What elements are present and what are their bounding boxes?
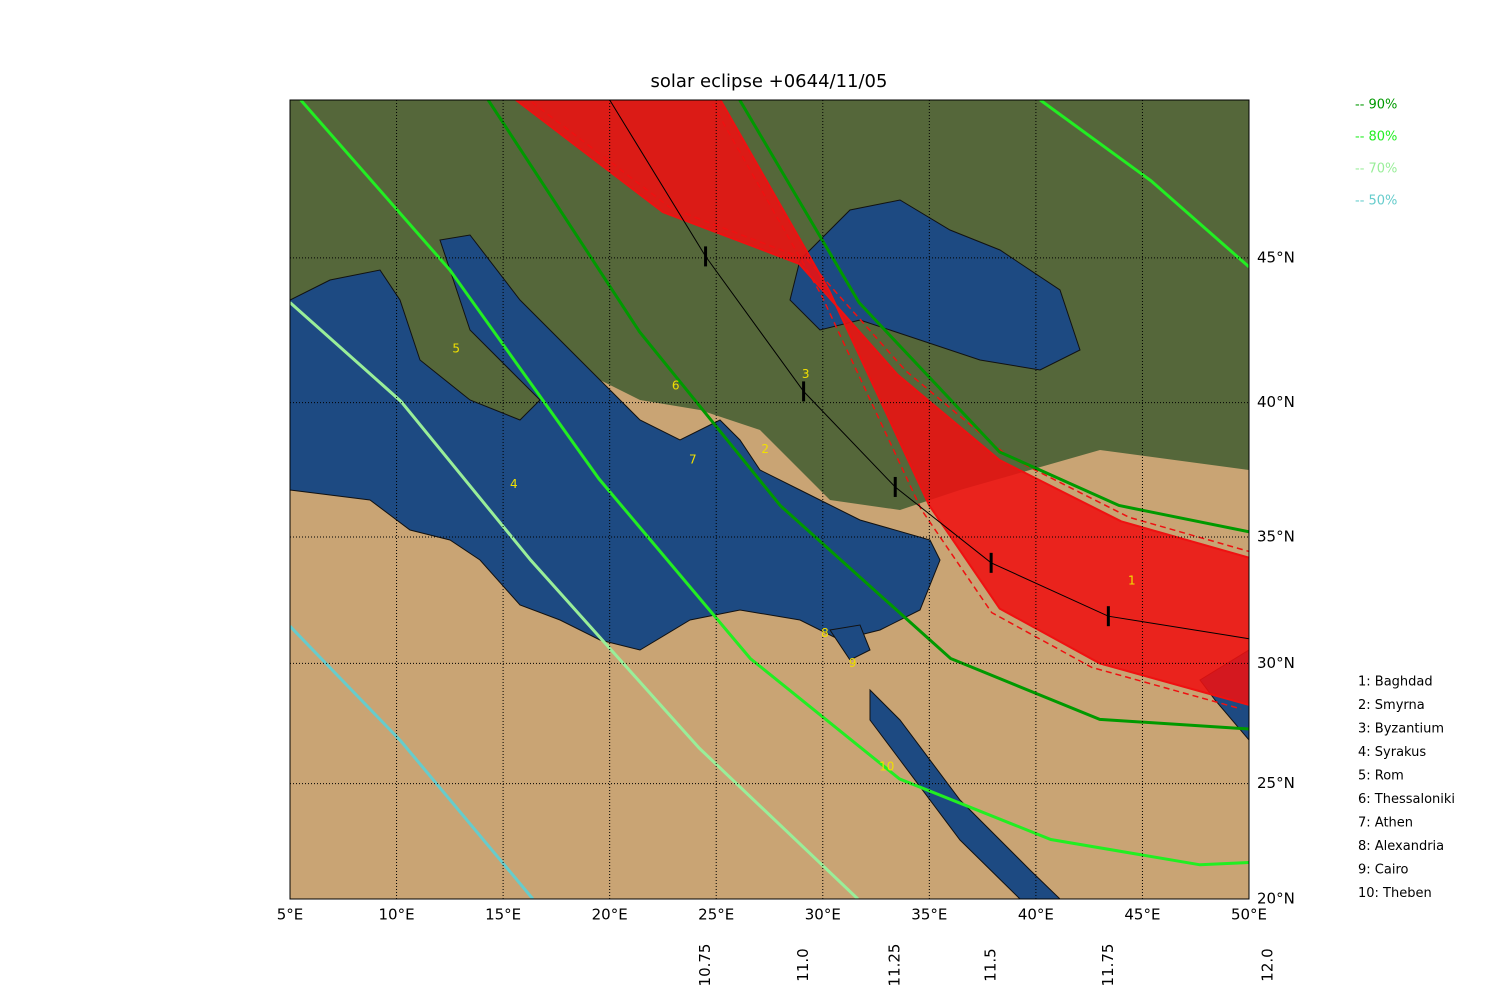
city-key-entry: 7: Athen bbox=[1358, 816, 1413, 831]
map-title: solar eclipse +0644/11/05 bbox=[651, 71, 888, 92]
time-tick-label: 11.25 bbox=[886, 944, 904, 987]
mediterranean bbox=[290, 234, 941, 651]
time-tick-label: 12.0 bbox=[1259, 948, 1277, 981]
magnitude-contour bbox=[486, 100, 1249, 731]
lat-tick-label: 30°N bbox=[1257, 654, 1295, 672]
annotations: -- 90% -- 80% -- 70% -- 50% 5°E 10°E 15°E 20°E 2… bbox=[277, 98, 1455, 987]
contour-legend-entry: -- 50% bbox=[1355, 194, 1397, 209]
nile-delta-lake bbox=[829, 624, 871, 661]
city-number: 10 bbox=[879, 760, 894, 774]
contour-legend-entry: -- 70% bbox=[1355, 162, 1397, 177]
lon-tick-label: 50°E bbox=[1231, 906, 1267, 924]
contour-legend-entry: -- 80% bbox=[1355, 130, 1397, 145]
city-number: 5 bbox=[452, 341, 460, 355]
lon-tick-label: 45°E bbox=[1124, 906, 1160, 924]
magnitude-contour bbox=[1039, 100, 1249, 269]
lon-tick-label: 5°E bbox=[277, 906, 304, 924]
northern-land bbox=[290, 100, 1249, 510]
city-number: 1 bbox=[1128, 573, 1136, 587]
magnitude-contour bbox=[290, 301, 859, 899]
map-layers: 1 2 3 4 5 6 7 8 9 10 bbox=[290, 100, 1249, 899]
lon-tick-label: 35°E bbox=[911, 906, 947, 924]
totality-edge bbox=[719, 100, 1249, 706]
totality-band bbox=[515, 100, 1249, 705]
magnitude-contour bbox=[290, 625, 535, 899]
totality-edge-dashed bbox=[527, 100, 1249, 553]
city-key-entry: 5: Rom bbox=[1358, 769, 1404, 784]
city-key-entry: 3: Byzantium bbox=[1358, 722, 1444, 737]
lon-tick-label: 30°E bbox=[805, 906, 841, 924]
city-key-entry: 6: Thessaloniki bbox=[1358, 792, 1455, 807]
city-number: 7 bbox=[689, 453, 697, 467]
lon-tick-label: 15°E bbox=[485, 906, 521, 924]
totality-edge-dashed bbox=[711, 103, 1242, 710]
city-number: 9 bbox=[849, 656, 857, 670]
lat-tick-label: 40°N bbox=[1257, 393, 1295, 411]
time-tick-label: 11.0 bbox=[794, 948, 812, 981]
time-tick-label: 11.75 bbox=[1099, 944, 1117, 987]
totality-edge bbox=[515, 100, 1249, 559]
contour-legend-entry: -- 90% bbox=[1355, 98, 1397, 113]
city-key-entry: 10: Theben bbox=[1358, 886, 1432, 901]
city-number: 2 bbox=[761, 442, 769, 456]
magnitude-contour bbox=[299, 100, 1249, 867]
city-key-entry: 9: Cairo bbox=[1358, 863, 1408, 878]
city-key-entry: 1: Baghdad bbox=[1358, 675, 1433, 690]
city-key-entry: 2: Smyrna bbox=[1358, 698, 1425, 713]
city-key-entry: 8: Alexandria bbox=[1358, 839, 1444, 854]
city-key-entry: 4: Syrakus bbox=[1358, 745, 1426, 760]
map-frame bbox=[289, 99, 1250, 900]
city-number: 8 bbox=[821, 626, 829, 640]
city-number: 6 bbox=[672, 378, 680, 392]
time-tick-label: 11.5 bbox=[982, 948, 1000, 981]
city-number: 3 bbox=[802, 367, 810, 381]
magnitude-contour bbox=[738, 100, 1249, 534]
lon-tick-label: 25°E bbox=[698, 906, 734, 924]
lon-tick-label: 40°E bbox=[1018, 906, 1054, 924]
lat-tick-label: 25°N bbox=[1257, 774, 1295, 792]
lon-tick-label: 20°E bbox=[592, 906, 628, 924]
city-number: 4 bbox=[510, 477, 518, 491]
red-sea bbox=[869, 688, 1061, 899]
lat-tick-label: 45°N bbox=[1257, 248, 1295, 266]
lat-tick-label: 20°N bbox=[1257, 890, 1295, 908]
lon-tick-label: 10°E bbox=[379, 906, 415, 924]
black-sea bbox=[789, 199, 1081, 371]
lat-tick-label: 35°N bbox=[1257, 527, 1295, 545]
time-tick-label: 10.75 bbox=[696, 944, 714, 987]
